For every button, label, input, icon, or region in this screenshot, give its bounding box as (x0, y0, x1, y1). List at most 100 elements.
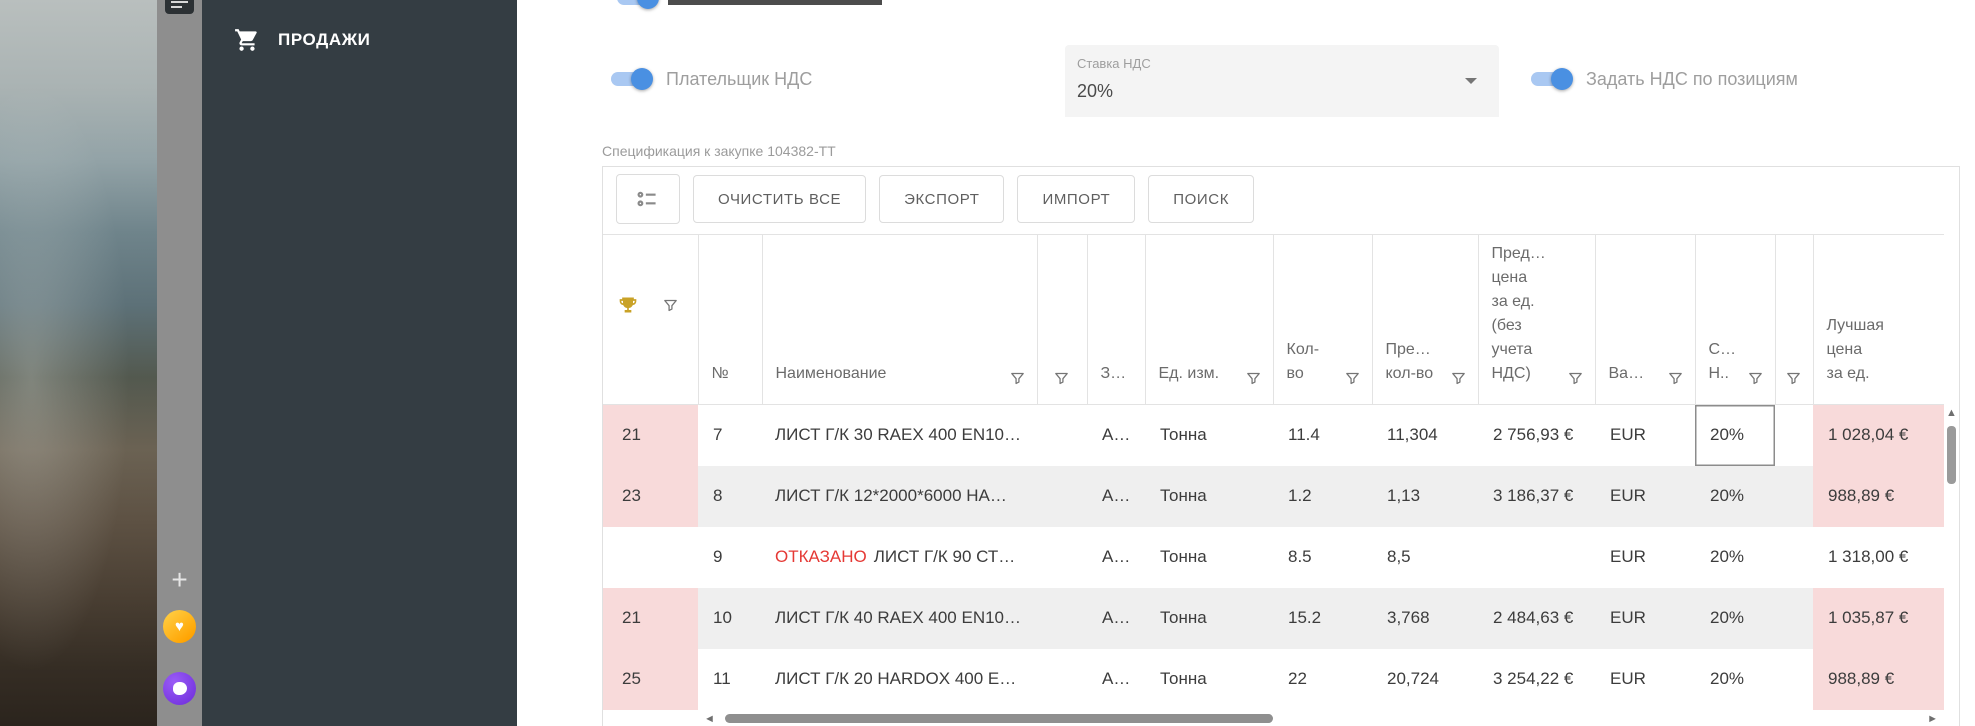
vertical-scroll-thumb[interactable] (1947, 426, 1956, 484)
col-header-filter-2[interactable] (1775, 234, 1814, 405)
filter-icon[interactable] (1567, 370, 1584, 387)
best-price-cell[interactable]: 988,89 € (1813, 465, 1944, 527)
filter-cell[interactable] (1775, 649, 1813, 710)
unit-cell[interactable]: Тонна (1160, 669, 1207, 688)
search-button[interactable]: ПОИСК (1148, 175, 1255, 223)
currency-cell[interactable]: EUR (1595, 465, 1695, 527)
vat-cell[interactable]: 20% (1710, 669, 1745, 688)
vat-cell[interactable]: 20% (1695, 587, 1775, 649)
qty-cell[interactable]: 15.2 (1273, 587, 1372, 649)
prev-price-cell[interactable]: 2 484,63 € (1478, 587, 1595, 649)
unit-cell[interactable]: Тонна (1145, 587, 1273, 649)
filter-icon[interactable] (1009, 370, 1026, 387)
scroll-up-icon[interactable]: ▲ (1946, 407, 1957, 419)
z-cell[interactable]: А… (1102, 425, 1131, 445)
vat-cell[interactable]: 20% (1695, 465, 1775, 527)
prev-qty-cell[interactable]: 3,768 (1372, 587, 1478, 649)
col-header-prev-price[interactable]: Пред… цена за ед. (без учета НДС) (1478, 234, 1596, 405)
z-cell[interactable]: А… (1087, 587, 1145, 649)
import-button[interactable]: ИМПОРТ (1017, 175, 1136, 223)
horizontal-scrollbar[interactable]: ◄ ► (698, 709, 1944, 726)
prev-price-cell[interactable]: 3 186,37 € (1478, 465, 1595, 527)
filter-icon[interactable] (1344, 370, 1361, 387)
rank-cell[interactable]: 21 (603, 404, 698, 466)
prev-price-cell[interactable]: 3 254,22 € (1493, 669, 1574, 688)
name-cell[interactable]: ЛИСТ Г/К 40 RAEX 400 EN10… (762, 587, 1037, 649)
horizontal-scroll-thumb[interactable] (725, 714, 1273, 723)
col-header-z[interactable]: З… (1087, 234, 1146, 405)
col-header-filter-1[interactable] (1037, 234, 1088, 405)
best-price-cell[interactable]: 1 318,00 € (1828, 547, 1909, 566)
z-cell[interactable]: А… (1102, 547, 1131, 566)
prev-qty-cell[interactable]: 8,5 (1387, 547, 1411, 566)
vat-rate-select[interactable]: Ставка НДС 20% (1065, 45, 1499, 117)
clear-all-button[interactable]: ОЧИСТИТЬ ВСЕ (693, 175, 867, 223)
dock-menu-icon[interactable] (165, 0, 194, 14)
qty-cell[interactable]: 22 (1288, 669, 1307, 688)
num-cell[interactable]: 7 (713, 425, 723, 445)
filter-cell[interactable] (1775, 587, 1813, 649)
sidebar-item-sales[interactable]: ПРОДАЖИ (234, 22, 371, 58)
filter-icon[interactable] (1785, 370, 1802, 387)
filter-cell[interactable] (1037, 465, 1087, 527)
export-button[interactable]: ЭКСПОРТ (879, 175, 1005, 223)
z-cell[interactable]: А… (1087, 465, 1145, 527)
filter-cell[interactable] (1037, 587, 1087, 649)
best-price-cell[interactable]: 1 035,87 € (1813, 587, 1944, 649)
vat-cell[interactable]: 20% (1695, 405, 1775, 466)
currency-cell[interactable]: EUR (1595, 587, 1695, 649)
filter-cell[interactable] (1037, 649, 1087, 710)
filter-icon[interactable] (1667, 370, 1684, 387)
col-header-rank[interactable] (603, 234, 699, 405)
prev-qty-cell[interactable]: 1,13 (1372, 465, 1478, 527)
num-cell[interactable]: 11 (713, 669, 731, 688)
filter-cell[interactable] (1775, 405, 1813, 466)
filter-icon[interactable] (662, 297, 679, 314)
unit-cell[interactable]: Тонна (1160, 547, 1207, 566)
qty-cell[interactable]: 11.4 (1288, 425, 1320, 445)
cutoff-toggle[interactable] (613, 0, 659, 9)
num-cell[interactable]: 8 (698, 465, 762, 527)
filter-icon[interactable] (1053, 370, 1070, 387)
filter-icon[interactable] (1450, 370, 1467, 387)
col-header-qty[interactable]: Кол- во (1273, 234, 1373, 405)
col-header-vat[interactable]: С… Н.. (1695, 234, 1776, 405)
best-price-cell[interactable]: 1 028,04 € (1813, 404, 1944, 466)
currency-cell[interactable]: EUR (1610, 425, 1646, 445)
col-header-prev-qty[interactable]: Пре… кол-во (1372, 234, 1479, 405)
currency-cell[interactable]: EUR (1610, 547, 1646, 566)
filter-cell[interactable] (1775, 465, 1813, 527)
selection-list-button[interactable] (616, 174, 680, 224)
scroll-left-icon[interactable]: ◄ (704, 713, 715, 725)
scroll-right-icon[interactable]: ► (1927, 713, 1938, 725)
col-header-unit[interactable]: Ед. изм. (1145, 234, 1274, 405)
name-cell[interactable]: ЛИСТ Г/К 12*2000*6000 НА… (762, 465, 1037, 527)
filter-cell[interactable] (1775, 527, 1813, 588)
unit-cell[interactable]: Тонна (1160, 425, 1207, 445)
name-cell[interactable]: ЛИСТ Г/К 20 HARDOX 400 Е… (762, 649, 1037, 710)
num-cell[interactable]: 10 (698, 587, 762, 649)
dock-alice-icon[interactable] (163, 672, 196, 705)
rank-cell[interactable]: 23 (603, 465, 698, 527)
filter-icon[interactable] (1245, 370, 1262, 387)
dock-add-icon[interactable]: + (171, 564, 188, 595)
currency-cell[interactable]: EUR (1610, 669, 1646, 688)
rank-cell[interactable]: 25 (603, 648, 698, 710)
filter-cell[interactable] (1037, 405, 1087, 466)
vat-payer-toggle[interactable] (607, 68, 653, 90)
col-header-best-price[interactable]: Лучшая цена за ед. (1813, 234, 1944, 405)
num-cell[interactable]: 9 (713, 547, 723, 566)
col-header-num[interactable]: № (698, 234, 763, 405)
vertical-scrollbar[interactable]: ▲ (1944, 404, 1959, 709)
prev-price-cell[interactable] (1478, 527, 1595, 588)
z-cell[interactable]: А… (1102, 669, 1131, 688)
name-cell[interactable]: ЛИСТ Г/К 30 RAEX 400 EN10… (762, 405, 1037, 466)
name-cell[interactable]: ОТКАЗАНО ЛИСТ Г/К 90 СТ… (762, 527, 1037, 588)
filter-cell[interactable] (1037, 527, 1087, 588)
vat-cell[interactable]: 20% (1710, 547, 1745, 566)
rank-cell[interactable] (603, 527, 698, 588)
col-header-currency[interactable]: Ва… (1595, 234, 1696, 405)
filter-icon[interactable] (1747, 370, 1764, 387)
prev-qty-cell[interactable]: 20,724 (1387, 669, 1439, 688)
qty-cell[interactable]: 8.5 (1288, 547, 1312, 566)
